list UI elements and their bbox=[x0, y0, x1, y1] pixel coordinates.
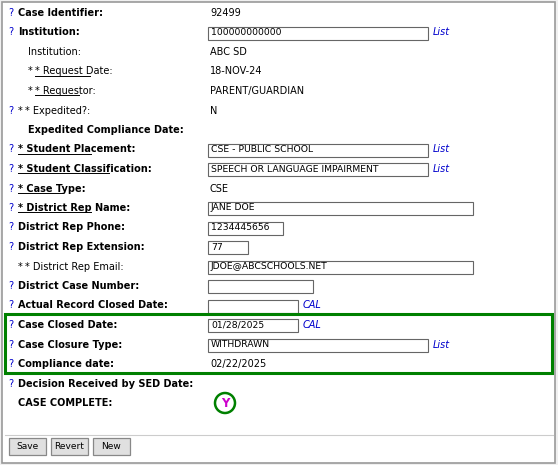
Text: SPEECH OR LANGUAGE IMPAIRMENT: SPEECH OR LANGUAGE IMPAIRMENT bbox=[211, 165, 378, 173]
Text: 77: 77 bbox=[211, 243, 223, 252]
FancyBboxPatch shape bbox=[208, 27, 428, 40]
Text: ?: ? bbox=[8, 27, 13, 38]
Text: 1234445656: 1234445656 bbox=[211, 223, 270, 232]
Text: ?: ? bbox=[8, 203, 13, 213]
Text: ?: ? bbox=[8, 359, 13, 369]
Text: Revert: Revert bbox=[55, 442, 84, 451]
FancyBboxPatch shape bbox=[208, 261, 473, 273]
Text: Case Closure Type:: Case Closure Type: bbox=[18, 339, 122, 350]
Text: WITHDRAWN: WITHDRAWN bbox=[211, 340, 270, 349]
Text: *: * bbox=[28, 86, 36, 96]
Text: ?: ? bbox=[8, 242, 13, 252]
Text: JANE DOE: JANE DOE bbox=[211, 204, 256, 213]
FancyBboxPatch shape bbox=[208, 339, 428, 352]
FancyBboxPatch shape bbox=[51, 438, 88, 455]
Text: Actual Record Closed Date:: Actual Record Closed Date: bbox=[18, 300, 168, 311]
Text: ?: ? bbox=[8, 164, 13, 174]
FancyBboxPatch shape bbox=[208, 280, 313, 293]
Text: ?: ? bbox=[8, 184, 13, 193]
Text: Decision Received by SED Date:: Decision Received by SED Date: bbox=[18, 379, 193, 388]
Text: ABC SD: ABC SD bbox=[210, 47, 247, 57]
Text: ?: ? bbox=[8, 339, 13, 350]
FancyBboxPatch shape bbox=[208, 144, 428, 157]
Text: * District Rep Email:: * District Rep Email: bbox=[25, 261, 124, 272]
Text: N: N bbox=[210, 106, 218, 115]
FancyBboxPatch shape bbox=[208, 163, 428, 176]
Text: CAL: CAL bbox=[303, 300, 322, 311]
Text: List: List bbox=[433, 164, 450, 174]
Text: Compliance date:: Compliance date: bbox=[18, 359, 114, 369]
Text: Expedited Compliance Date:: Expedited Compliance Date: bbox=[28, 125, 184, 135]
Text: 01/28/2025: 01/28/2025 bbox=[211, 320, 264, 330]
Text: PARENT/GUARDIAN: PARENT/GUARDIAN bbox=[210, 86, 304, 96]
Text: *: * bbox=[18, 106, 26, 115]
Text: CSE: CSE bbox=[210, 184, 229, 193]
Text: ?: ? bbox=[8, 106, 13, 115]
Text: * Requestor:: * Requestor: bbox=[35, 86, 96, 96]
FancyBboxPatch shape bbox=[208, 202, 473, 215]
Text: Case Closed Date:: Case Closed Date: bbox=[18, 320, 117, 330]
Text: CAL: CAL bbox=[303, 320, 322, 330]
Text: 02/22/2025: 02/22/2025 bbox=[210, 359, 266, 369]
Text: *: * bbox=[28, 66, 36, 77]
Text: ?: ? bbox=[8, 320, 13, 330]
Text: List: List bbox=[433, 145, 450, 154]
Text: ?: ? bbox=[8, 281, 13, 291]
Text: Y: Y bbox=[221, 397, 229, 410]
Text: List: List bbox=[433, 339, 450, 350]
Text: ?: ? bbox=[8, 222, 13, 232]
Text: Institution:: Institution: bbox=[28, 47, 81, 57]
Text: District Rep Extension:: District Rep Extension: bbox=[18, 242, 145, 252]
FancyBboxPatch shape bbox=[208, 241, 248, 254]
Text: Save: Save bbox=[16, 442, 39, 451]
Text: *: * bbox=[18, 261, 26, 272]
Text: ?: ? bbox=[8, 145, 13, 154]
Text: District Rep Phone:: District Rep Phone: bbox=[18, 222, 125, 232]
Text: List: List bbox=[433, 27, 450, 38]
Text: * Request Date:: * Request Date: bbox=[35, 66, 113, 77]
Text: * Case Type:: * Case Type: bbox=[18, 184, 85, 193]
FancyBboxPatch shape bbox=[9, 438, 46, 455]
Text: ?: ? bbox=[8, 300, 13, 311]
Text: ?: ? bbox=[8, 8, 13, 18]
FancyBboxPatch shape bbox=[93, 438, 130, 455]
FancyBboxPatch shape bbox=[208, 299, 298, 312]
Text: * District Rep Name:: * District Rep Name: bbox=[18, 203, 130, 213]
Text: 18-NOV-24: 18-NOV-24 bbox=[210, 66, 262, 77]
Text: JDOE@ABCSCHOOLS.NET: JDOE@ABCSCHOOLS.NET bbox=[211, 262, 328, 271]
Text: * Student Placement:: * Student Placement: bbox=[18, 145, 136, 154]
Text: Institution:: Institution: bbox=[18, 27, 80, 38]
FancyBboxPatch shape bbox=[208, 222, 283, 235]
Text: Case Identifier:: Case Identifier: bbox=[18, 8, 103, 18]
Text: 100000000000: 100000000000 bbox=[211, 28, 281, 37]
Text: 92499: 92499 bbox=[210, 8, 240, 18]
FancyBboxPatch shape bbox=[208, 319, 298, 332]
Text: * Student Classification:: * Student Classification: bbox=[18, 164, 152, 174]
Text: CSE - PUBLIC SCHOOL: CSE - PUBLIC SCHOOL bbox=[211, 145, 313, 154]
Text: * Expedited?:: * Expedited?: bbox=[25, 106, 90, 115]
Text: New: New bbox=[102, 442, 122, 451]
Text: District Case Number:: District Case Number: bbox=[18, 281, 140, 291]
Text: ?: ? bbox=[8, 379, 13, 388]
Text: CASE COMPLETE:: CASE COMPLETE: bbox=[18, 398, 112, 408]
